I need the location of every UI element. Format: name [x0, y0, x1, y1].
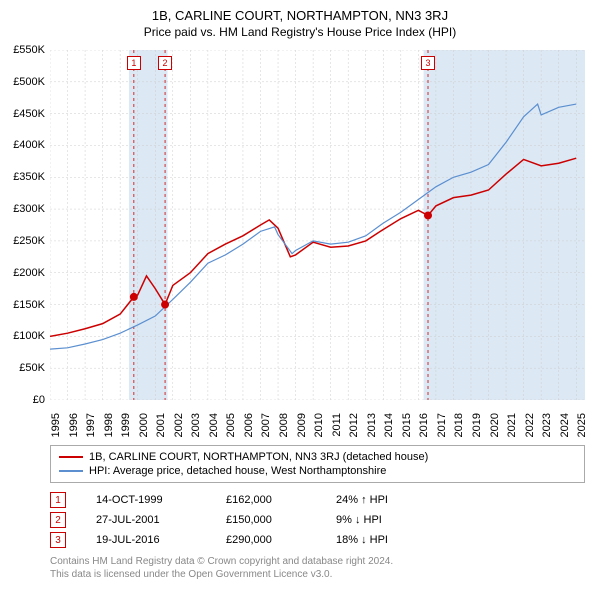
footer-text: Contains HM Land Registry data © Crown c… [50, 555, 393, 581]
legend-swatch [59, 470, 83, 472]
sale-badge: 3 [50, 532, 66, 548]
y-axis-label: £550K [13, 44, 45, 56]
legend-label: 1B, CARLINE COURT, NORTHAMPTON, NN3 3RJ … [89, 451, 428, 463]
sale-price: £162,000 [226, 494, 336, 506]
sale-diff: 24% ↑ HPI [336, 494, 456, 506]
sale-date: 27-JUL-2001 [96, 514, 226, 526]
event-badge: 3 [421, 56, 435, 70]
y-axis-label: £400K [13, 139, 45, 151]
legend-item: 1B, CARLINE COURT, NORTHAMPTON, NN3 3RJ … [59, 450, 576, 464]
chart-title: 1B, CARLINE COURT, NORTHAMPTON, NN3 3RJ [0, 0, 600, 23]
sale-row: 3 19-JUL-2016£290,00018% ↓ HPI [50, 530, 456, 550]
y-axis-label: £300K [13, 203, 45, 215]
chart-subtitle: Price paid vs. HM Land Registry's House … [0, 23, 600, 39]
sale-price: £150,000 [226, 514, 336, 526]
sale-row: 1 14-OCT-1999£162,00024% ↑ HPI [50, 490, 456, 510]
legend-swatch [59, 456, 83, 458]
chart-svg [50, 50, 585, 400]
sale-price: £290,000 [226, 534, 336, 546]
sale-diff: 18% ↓ HPI [336, 534, 456, 546]
y-axis-label: £450K [13, 108, 45, 120]
y-axis-label: £250K [13, 235, 45, 247]
y-axis-label: £100K [13, 330, 45, 342]
y-axis-label: £150K [13, 299, 45, 311]
sale-diff: 9% ↓ HPI [336, 514, 456, 526]
sale-badge: 2 [50, 512, 66, 528]
y-axis-label: £50K [19, 362, 45, 374]
footer-line1: Contains HM Land Registry data © Crown c… [50, 555, 393, 568]
legend-label: HPI: Average price, detached house, West… [89, 465, 386, 477]
event-badge: 1 [127, 56, 141, 70]
legend-box: 1B, CARLINE COURT, NORTHAMPTON, NN3 3RJ … [50, 445, 585, 483]
y-axis-label: £500K [13, 76, 45, 88]
y-axis-label: £350K [13, 171, 45, 183]
y-axis-label: £200K [13, 267, 45, 279]
sale-date: 14-OCT-1999 [96, 494, 226, 506]
chart-area: £0£50K£100K£150K£200K£250K£300K£350K£400… [50, 50, 585, 400]
sales-table: 1 14-OCT-1999£162,00024% ↑ HPI 2 27-JUL-200… [50, 490, 456, 550]
y-axis-label: £0 [33, 394, 45, 406]
sale-date: 19-JUL-2016 [96, 534, 226, 546]
sale-row: 2 27-JUL-2001£150,0009% ↓ HPI [50, 510, 456, 530]
footer-line2: This data is licensed under the Open Gov… [50, 568, 393, 581]
sale-badge: 1 [50, 492, 66, 508]
chart-container: 1B, CARLINE COURT, NORTHAMPTON, NN3 3RJ … [0, 0, 600, 590]
legend-item: HPI: Average price, detached house, West… [59, 464, 576, 478]
event-badge: 2 [158, 56, 172, 70]
